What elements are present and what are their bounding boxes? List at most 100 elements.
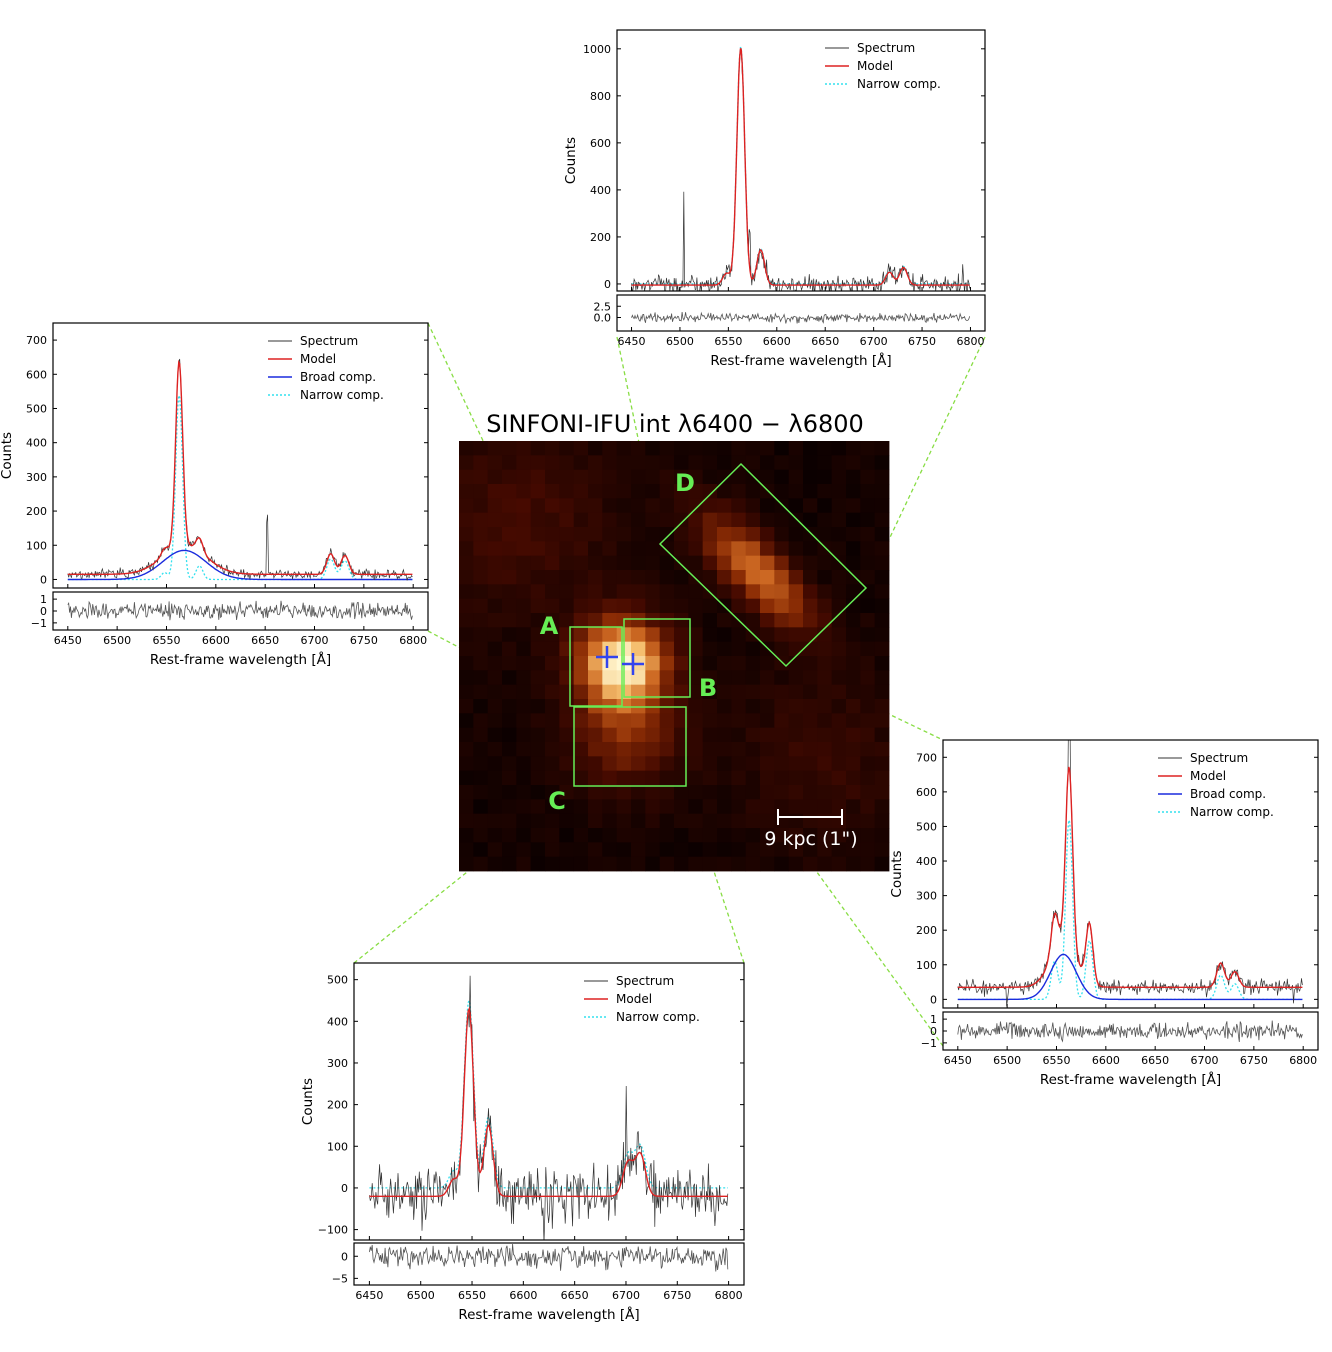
ifu-pixel	[573, 828, 589, 843]
ifu-pixel	[559, 713, 575, 729]
ifu-pixel	[530, 727, 546, 743]
ifu-pixel	[530, 785, 546, 800]
ifu-pixel	[860, 713, 876, 729]
ifu-pixel	[860, 613, 876, 628]
ifu-pixel	[674, 684, 689, 700]
ifu-pixel	[487, 828, 503, 843]
ifu-pixel	[831, 842, 847, 858]
ifu-pixel	[573, 469, 589, 485]
ifu-pixel	[803, 842, 818, 858]
ifu-pixel	[674, 598, 689, 614]
ifu-pixel	[803, 656, 818, 671]
ifu-pixel	[717, 699, 732, 714]
ifu-pixel	[788, 713, 804, 729]
ifu-pixel	[602, 756, 618, 772]
broad-comp-line	[957, 953, 1303, 1001]
ifu-pixel	[760, 469, 775, 485]
x-tick-label: 6550	[714, 335, 742, 348]
ifu-pixel	[559, 598, 575, 614]
ifu-pixel	[702, 498, 718, 514]
narrow-comp-line	[957, 817, 1303, 1001]
ifu-pixel	[659, 570, 675, 585]
ifu-pixel	[545, 598, 560, 614]
ifu-pixel	[545, 527, 560, 542]
ifu-pixel	[674, 713, 689, 729]
ifu-pixel	[616, 770, 632, 786]
ifu-pixel	[473, 856, 489, 872]
ifu-pixel	[788, 555, 804, 571]
y-tick-label: 500	[916, 820, 937, 833]
ifu-pixel	[631, 684, 646, 700]
ifu-pixel	[774, 512, 790, 528]
ifu-pixel	[717, 498, 732, 514]
ifu-pixel	[473, 727, 489, 743]
ifu-pixel	[616, 598, 632, 614]
ifu-pixel	[674, 770, 689, 786]
ifu-pixel	[760, 527, 775, 542]
ifu-pixel	[631, 484, 646, 499]
ifu-pixel	[674, 641, 689, 657]
ifu-pixel	[659, 713, 675, 729]
ifu-pixel	[831, 656, 847, 671]
ifu-pixel	[659, 455, 675, 471]
spectrum-panel-c: −100 0 100 200 300 400 500 Counts Spectrum Model N…	[300, 962, 745, 1323]
ifu-pixel	[702, 856, 718, 872]
ifu-pixel	[760, 727, 775, 743]
ifu-pixel	[545, 512, 560, 528]
y-tick-label: 800	[590, 90, 611, 103]
ifu-pixel	[702, 842, 718, 858]
ifu-pixel	[803, 570, 818, 585]
ifu-pixel	[573, 770, 589, 786]
ifu-pixel	[860, 641, 876, 657]
ifu-pixel	[688, 742, 704, 757]
ifu-pixel	[645, 613, 661, 628]
ifu-pixel	[473, 512, 489, 528]
ifu-pixel	[588, 441, 603, 456]
ifu-pixel	[616, 541, 632, 557]
legend-entry: Narrow comp.	[300, 388, 384, 402]
ifu-pixel	[788, 512, 804, 528]
ifu-pixel	[487, 512, 503, 528]
ifu-pixel	[688, 527, 704, 542]
ifu-pixel	[803, 785, 818, 800]
ifu-pixel	[831, 512, 847, 528]
ifu-pixel	[803, 598, 818, 614]
ifu-pixel	[717, 670, 732, 686]
ifu-pixel	[459, 799, 474, 815]
ifu-pixel	[487, 498, 503, 514]
ifu-pixel	[846, 670, 861, 686]
ifu-pixel	[502, 742, 517, 757]
ifu-pixel	[559, 541, 575, 557]
ifu-pixel	[602, 598, 618, 614]
ifu-pixel	[588, 727, 603, 743]
ifu-pixel	[803, 727, 818, 743]
ifu-pixel	[588, 670, 603, 686]
ifu-pixel	[645, 756, 661, 772]
ifu-pixel	[846, 613, 861, 628]
ifu-pixel	[717, 469, 732, 485]
ifu-pixel	[774, 842, 790, 858]
ifu-pixel	[473, 527, 489, 542]
ifu-pixel	[502, 498, 517, 514]
ifu-pixel	[459, 684, 474, 700]
ifu-pixel	[788, 498, 804, 514]
ifu-pixel	[788, 828, 804, 843]
ifu-pixel	[831, 441, 847, 456]
ifu-map: A B C D 9 kpc (1")	[459, 441, 890, 872]
ifu-pixel	[874, 813, 890, 829]
ifu-pixel	[588, 813, 603, 829]
x-tick-label: 6650	[561, 1289, 589, 1302]
ifu-pixel	[516, 455, 532, 471]
ifu-pixel	[631, 441, 646, 456]
ifu-pixel	[559, 512, 575, 528]
ifu-pixel	[860, 727, 876, 743]
y-axis-title: Counts	[889, 850, 905, 897]
ifu-pixel	[688, 598, 704, 614]
ifu-pixel	[530, 541, 546, 557]
x-tick-label: 6500	[103, 634, 131, 647]
y-tick-label: 100	[26, 539, 47, 552]
ifu-pixel	[459, 699, 474, 714]
ifu-pixel	[731, 785, 747, 800]
ifu-pixel	[788, 641, 804, 657]
